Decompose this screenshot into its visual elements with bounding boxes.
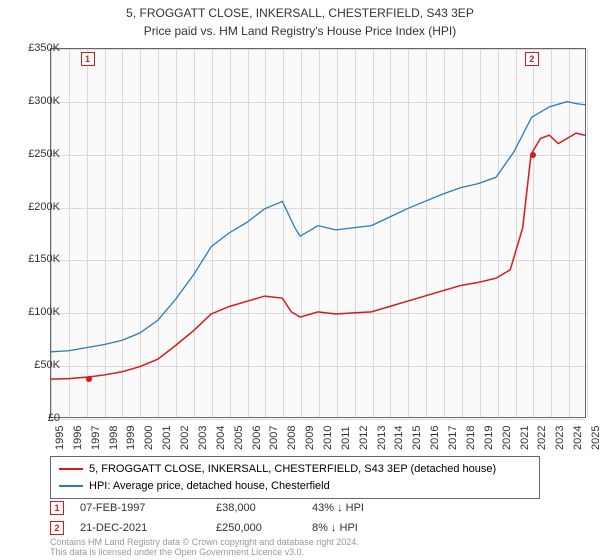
- x-axis-label: 2022: [536, 426, 548, 450]
- x-axis-label: 2019: [483, 426, 495, 450]
- x-axis-label: 2021: [519, 426, 531, 450]
- x-axis-label: 2016: [429, 426, 441, 450]
- x-axis-label: 2020: [501, 426, 513, 450]
- x-axis-label: 2000: [143, 426, 155, 450]
- legend-swatch: [59, 468, 83, 470]
- marker-price: £38,000: [216, 502, 296, 514]
- legend-item: HPI: Average price, detached house, Ches…: [59, 478, 531, 495]
- marker-diff: 8% ↓ HPI: [312, 522, 412, 534]
- x-axis-label: 1998: [108, 426, 120, 450]
- marker-dot: [86, 376, 92, 382]
- y-axis-label: £300K: [10, 95, 60, 107]
- marker-badge: 1: [50, 501, 64, 515]
- y-axis-label: £150K: [10, 253, 60, 265]
- y-axis-label: £0: [10, 412, 60, 424]
- y-axis-label: £100K: [10, 306, 60, 318]
- x-axis-label: 2011: [340, 426, 352, 450]
- marker-row: 2 21-DEC-2021 £250,000 8% ↓ HPI: [50, 518, 412, 538]
- x-axis-label: 1999: [125, 426, 137, 450]
- x-axis-label: 2009: [304, 426, 316, 450]
- chart-title: 5, FROGGATT CLOSE, INKERSALL, CHESTERFIE…: [0, 0, 600, 22]
- legend-label: HPI: Average price, detached house, Ches…: [89, 478, 330, 495]
- footer-line: This data is licensed under the Open Gov…: [50, 548, 359, 558]
- y-axis-label: £50K: [10, 359, 60, 371]
- y-axis-label: £250K: [10, 148, 60, 160]
- marker-row: 1 07-FEB-1997 £38,000 43% ↓ HPI: [50, 498, 412, 518]
- legend-swatch: [59, 485, 83, 487]
- y-axis-label: £200K: [10, 201, 60, 213]
- x-axis-label: 2018: [465, 426, 477, 450]
- x-axis-label: 2013: [376, 426, 388, 450]
- x-axis-label: 2006: [251, 426, 263, 450]
- marker-date: 21-DEC-2021: [80, 522, 200, 534]
- x-axis-label: 2017: [447, 426, 459, 450]
- chart-container: 5, FROGGATT CLOSE, INKERSALL, CHESTERFIE…: [0, 0, 600, 560]
- marker-diff: 43% ↓ HPI: [312, 502, 412, 514]
- plot-area: [50, 48, 586, 418]
- x-axis-label: 2004: [215, 426, 227, 450]
- x-axis-label: 2012: [358, 426, 370, 450]
- legend-item: 5, FROGGATT CLOSE, INKERSALL, CHESTERFIE…: [59, 461, 531, 478]
- chart-subtitle: Price paid vs. HM Land Registry's House …: [0, 22, 600, 40]
- x-axis-label: 2015: [411, 426, 423, 450]
- x-axis-label: 1995: [54, 426, 66, 450]
- marker-table: 1 07-FEB-1997 £38,000 43% ↓ HPI 2 21-DEC…: [50, 498, 412, 538]
- x-axis-label: 2014: [393, 426, 405, 450]
- x-axis-label: 2003: [197, 426, 209, 450]
- x-axis-label: 2007: [268, 426, 280, 450]
- marker-badge: 2: [50, 521, 64, 535]
- marker-price: £250,000: [216, 522, 296, 534]
- x-axis-label: 2002: [179, 426, 191, 450]
- x-axis-label: 2008: [286, 426, 298, 450]
- marker-dot: [530, 152, 536, 158]
- x-axis-label: 1997: [90, 426, 102, 450]
- x-axis-label: 2001: [161, 426, 173, 450]
- line-series: [51, 49, 585, 417]
- x-axis-label: 2025: [590, 426, 600, 450]
- x-axis-label: 2024: [572, 426, 584, 450]
- marker-box: 2: [525, 52, 539, 66]
- x-axis-label: 2005: [233, 426, 245, 450]
- x-axis-label: 2023: [554, 426, 566, 450]
- x-axis-label: 1996: [72, 426, 84, 450]
- legend: 5, FROGGATT CLOSE, INKERSALL, CHESTERFIE…: [50, 456, 540, 499]
- footer: Contains HM Land Registry data © Crown c…: [50, 538, 359, 558]
- legend-label: 5, FROGGATT CLOSE, INKERSALL, CHESTERFIE…: [89, 461, 496, 478]
- marker-date: 07-FEB-1997: [80, 502, 200, 514]
- marker-box: 1: [81, 52, 95, 66]
- y-axis-label: £350K: [10, 42, 60, 54]
- x-axis-label: 2010: [322, 426, 334, 450]
